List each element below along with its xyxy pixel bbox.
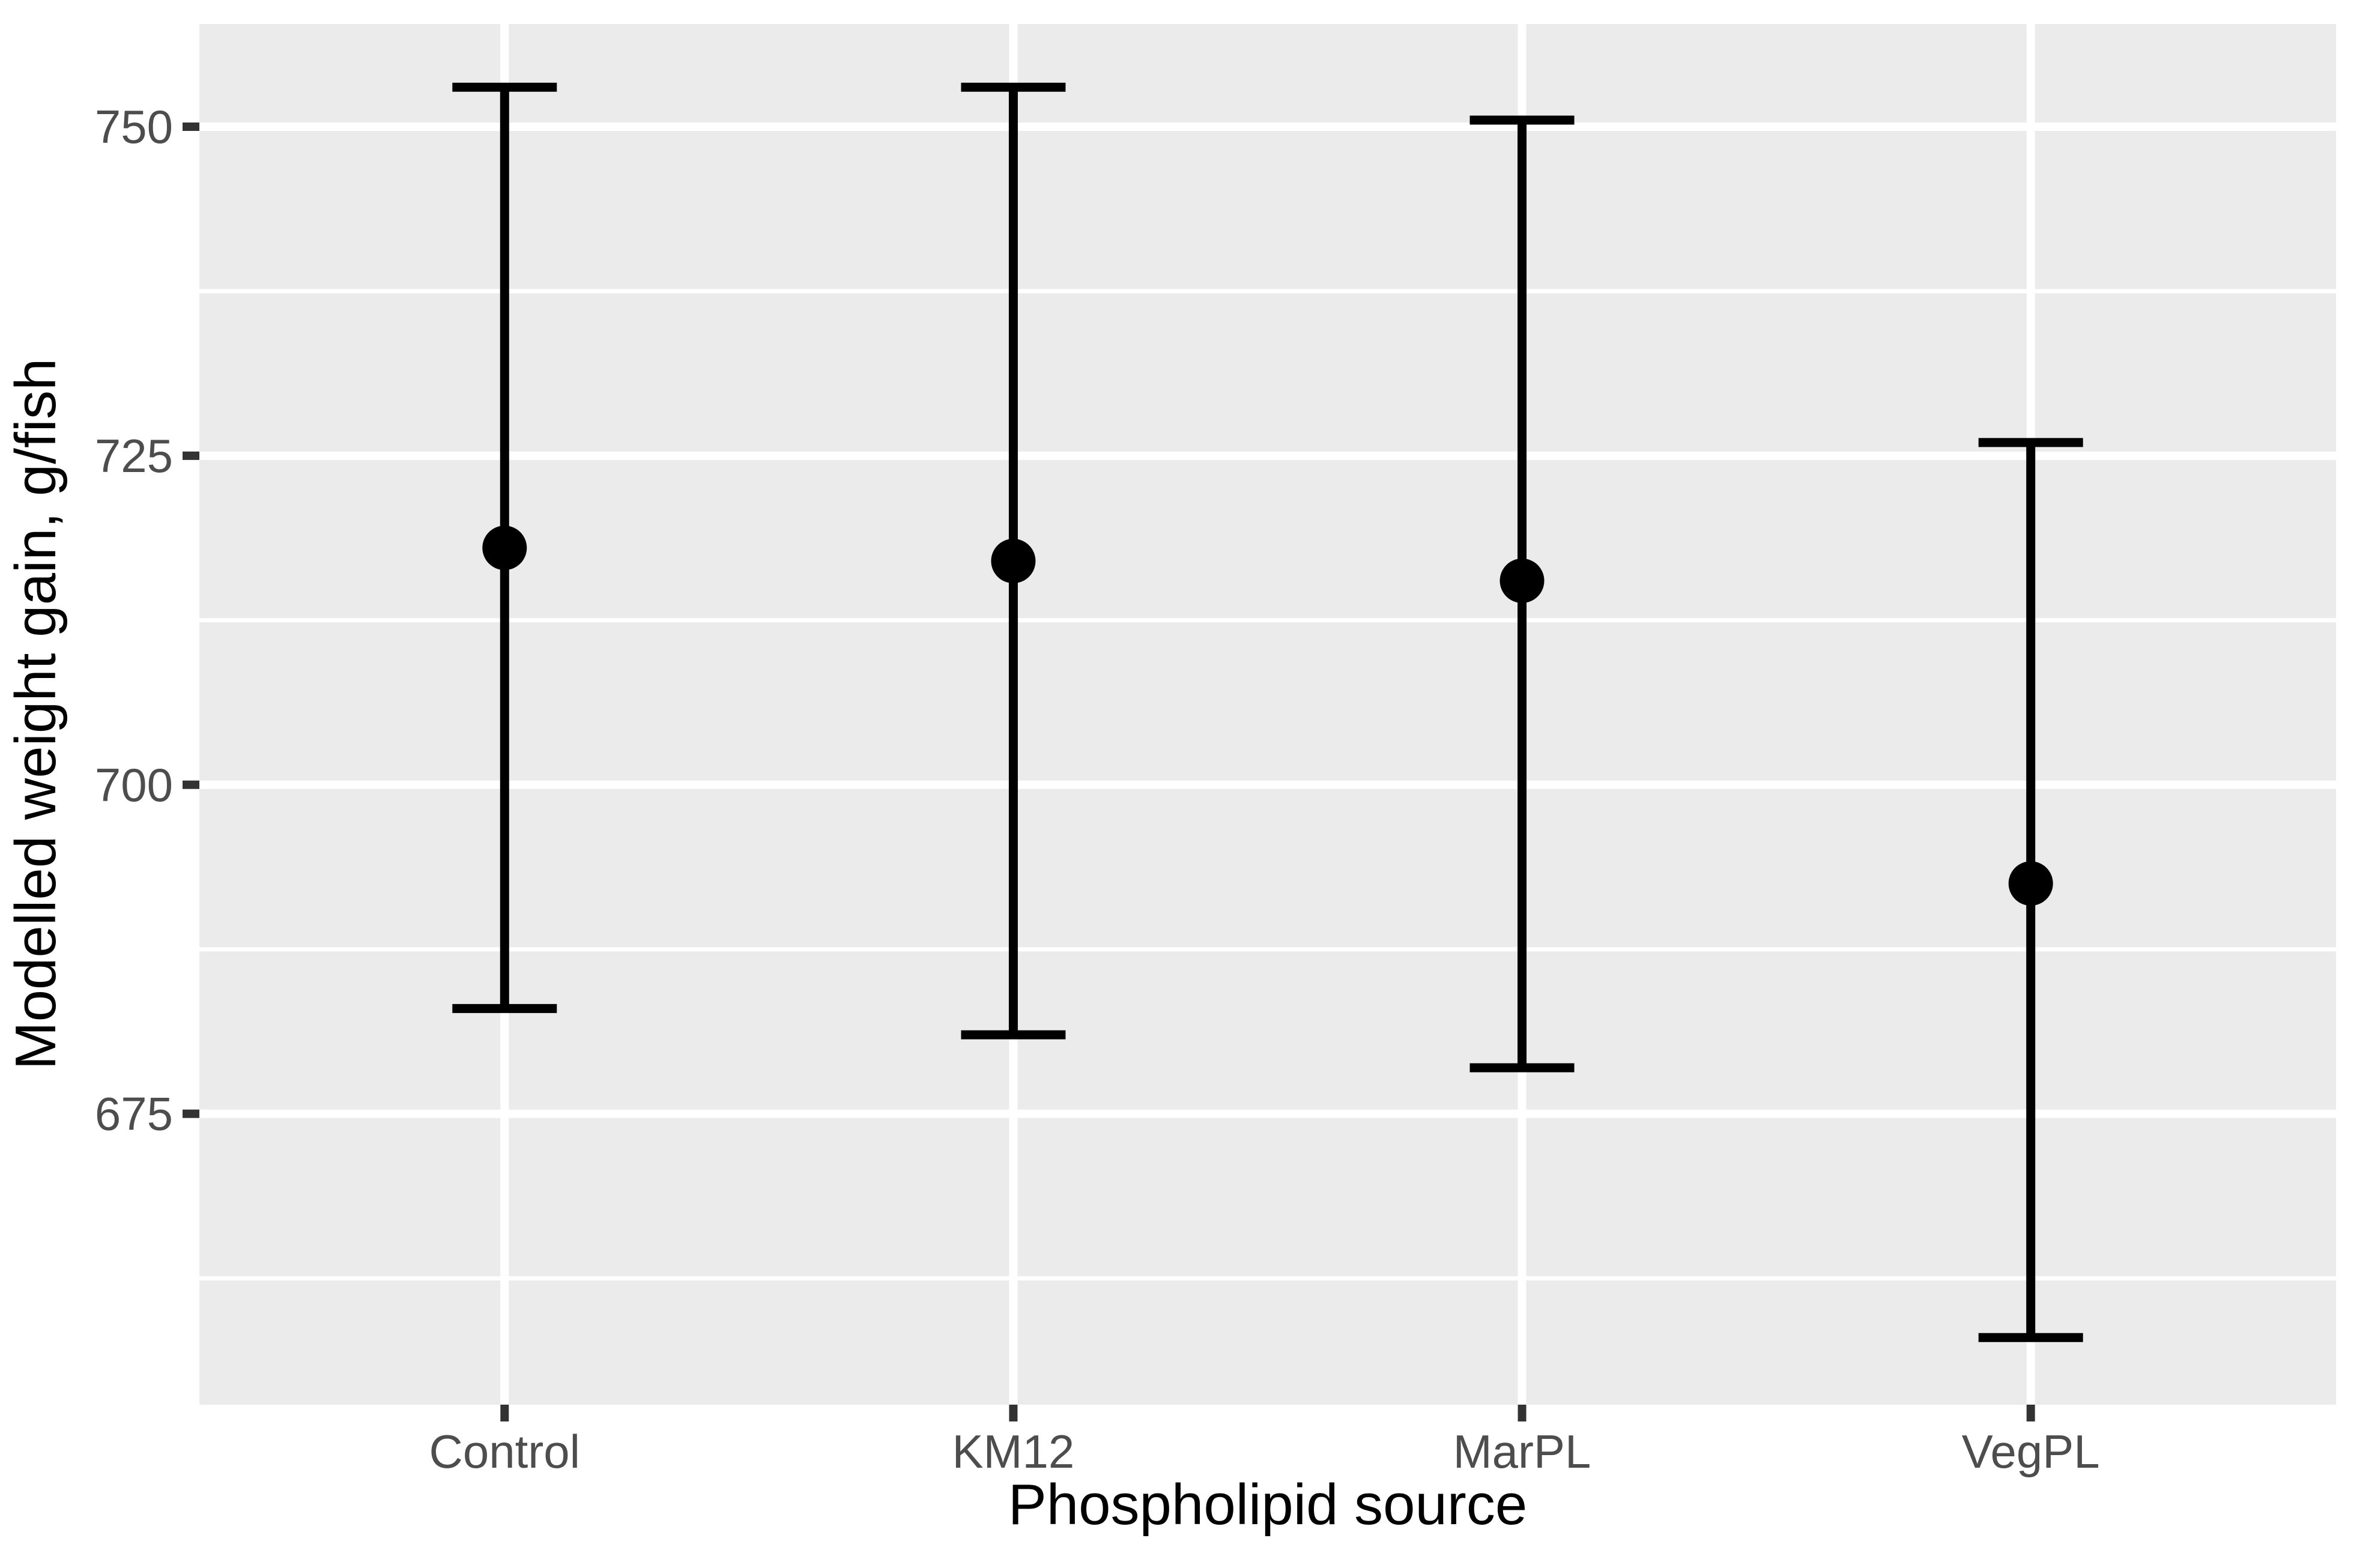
mean-point-VegPL (2008, 861, 2053, 906)
x-tick-label-Control: Control (429, 1425, 580, 1478)
mean-point-KM12 (991, 539, 1036, 584)
mean-point-MarPL (1499, 558, 1545, 604)
panel-background (199, 24, 2336, 1405)
errorbar-MarPL (1469, 115, 1575, 1073)
y-tick-label-675: 675 (95, 1088, 173, 1140)
errorbar-VegPL (1978, 438, 2083, 1342)
x-axis-title: Phospholipid source (1008, 1473, 1528, 1537)
mean-point-Control (482, 525, 527, 571)
x-tick-label-KM12: KM12 (952, 1425, 1075, 1478)
y-tick-label-700: 700 (95, 758, 173, 811)
y-tick-label-750: 750 (95, 100, 173, 153)
y-tick-label-725: 725 (95, 429, 173, 482)
x-tick-label-VegPL: VegPL (1962, 1425, 2100, 1478)
x-tick-label-MarPL: MarPL (1453, 1425, 1591, 1478)
errorbar-KM12 (961, 82, 1066, 1040)
geoms-layer (452, 82, 2083, 1342)
y-axis-title: Modelled weight gain, g/fish (4, 359, 68, 1070)
axes-layer: 675 700 725 750 Control KM12 MarPL VegPL (95, 100, 2100, 1478)
panel-layer (199, 24, 2336, 1405)
errorbar-Control (452, 82, 557, 1013)
